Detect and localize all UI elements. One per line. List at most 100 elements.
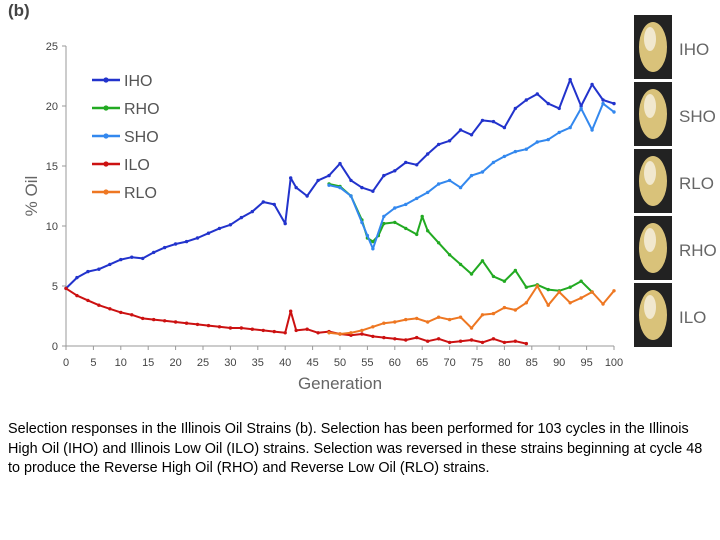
data-point-rlo [491, 311, 496, 316]
data-point-ilo [404, 338, 408, 342]
data-point-iho [75, 275, 79, 280]
kernel-highlight [644, 161, 656, 185]
data-point-ilo [316, 331, 320, 335]
kernel-highlight [644, 295, 656, 319]
x-tick-label: 35 [252, 357, 264, 369]
data-point-rlo [371, 325, 375, 329]
legend-label-rho: RHO [124, 101, 160, 118]
x-tick-label: 0 [63, 357, 69, 369]
data-point-iho [206, 231, 211, 235]
data-point-ilo [469, 338, 474, 342]
data-point-iho [393, 169, 397, 173]
x-tick-label: 15 [142, 357, 154, 369]
data-point-rho [458, 262, 463, 267]
data-point-ilo [349, 333, 353, 337]
kernel-iho: IHO [634, 15, 709, 79]
data-point-ilo [97, 303, 101, 307]
data-point-iho [173, 242, 178, 246]
data-point-ilo [272, 329, 276, 334]
data-point-iho [162, 245, 167, 250]
data-point-rlo [458, 315, 463, 319]
data-point-ilo [195, 322, 200, 327]
data-point-ilo [162, 319, 167, 323]
data-point-rlo [557, 290, 561, 294]
y-tick-label: 10 [46, 221, 58, 233]
data-point-sho [480, 170, 485, 174]
kernel-highlight [644, 27, 656, 51]
data-point-iho [371, 189, 375, 193]
data-point-iho [305, 194, 309, 198]
data-point-rho [524, 285, 529, 289]
legend-marker-sho [103, 133, 109, 139]
legend-marker-iho [103, 77, 109, 83]
data-point-sho [338, 185, 342, 190]
data-point-sho [382, 214, 386, 219]
data-point-ilo [491, 337, 496, 341]
data-point-sho [360, 220, 364, 225]
data-point-iho [436, 142, 441, 147]
data-point-ilo [108, 307, 112, 311]
data-point-iho [217, 226, 222, 231]
data-point-sho [568, 125, 572, 130]
data-point-sho [612, 110, 616, 114]
data-point-iho [590, 82, 594, 87]
y-axis-title: % Oil [22, 176, 41, 217]
series-sho [327, 101, 616, 251]
data-point-sho [349, 194, 353, 198]
kernel-highlight [644, 228, 656, 252]
data-point-rho [546, 287, 550, 292]
y-tick-label: 5 [52, 281, 58, 293]
data-point-rlo [568, 301, 572, 305]
data-point-sho [557, 130, 561, 135]
x-tick-label: 80 [498, 357, 510, 369]
x-tick-label: 40 [279, 357, 291, 369]
legend-marker-rlo [103, 189, 109, 195]
data-point-ilo [283, 331, 287, 335]
data-point-iho [447, 139, 452, 143]
legend-label-ilo: ILO [124, 157, 150, 174]
legend-label-rlo: RLO [124, 185, 157, 202]
data-point-rlo [469, 326, 474, 330]
data-point-ilo [86, 298, 90, 303]
data-point-iho [272, 202, 276, 207]
data-point-iho [480, 118, 485, 123]
data-point-sho [327, 183, 331, 187]
data-point-iho [349, 178, 353, 183]
data-point-sho [393, 206, 397, 210]
series-line-iho [65, 78, 615, 290]
x-tick-label: 20 [169, 357, 181, 369]
data-point-rlo [404, 317, 408, 322]
kernel-label-ilo: ILO [679, 308, 706, 327]
data-point-iho [612, 101, 616, 106]
y-tick-label: 25 [46, 41, 58, 53]
data-point-ilo [458, 339, 463, 343]
kernel-rlo: RLO [634, 149, 714, 213]
data-point-ilo [141, 316, 145, 321]
x-tick-label: 65 [416, 357, 428, 369]
data-point-sho [491, 160, 496, 165]
x-tick-label: 75 [471, 357, 483, 369]
data-point-sho [590, 128, 594, 132]
data-point-rlo [502, 305, 507, 310]
data-point-ilo [75, 293, 79, 298]
data-point-iho [579, 104, 583, 108]
data-point-ilo [151, 317, 156, 322]
data-point-iho [250, 209, 255, 214]
data-point-ilo [393, 337, 397, 341]
data-point-sho [535, 140, 539, 144]
data-point-sho [425, 190, 430, 195]
x-tick-label: 90 [553, 357, 565, 369]
data-point-iho [404, 160, 408, 165]
data-point-rlo [425, 320, 430, 324]
kernel-rho: RHO [634, 216, 717, 280]
data-point-sho [579, 106, 583, 111]
data-point-rlo [480, 313, 485, 317]
data-point-sho [365, 233, 370, 238]
data-point-rho [371, 239, 375, 244]
data-point-rho [568, 285, 572, 289]
data-point-rho [382, 221, 386, 226]
series-iho [64, 77, 616, 291]
data-point-ilo [502, 340, 507, 345]
data-point-rlo [338, 332, 342, 336]
data-point-sho [415, 196, 419, 201]
